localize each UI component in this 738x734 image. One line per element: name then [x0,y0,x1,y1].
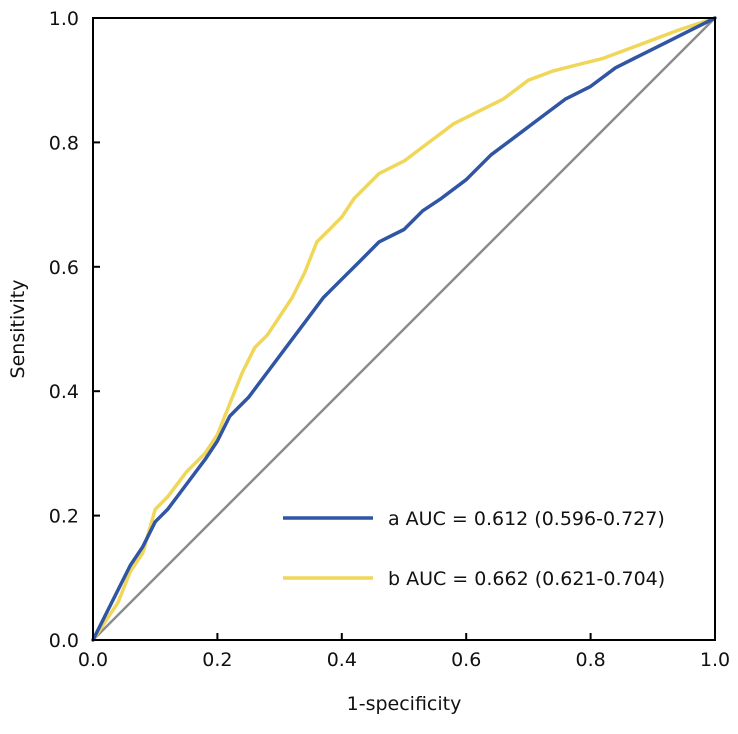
x-tick-label: 0.8 [575,649,605,671]
plot-frame [92,17,716,641]
x-axis-title: 1-specificity [347,693,462,715]
roc-curve-b [91,16,717,642]
legend-label-a: a AUC = 0.612 (0.596-0.727) [388,508,665,530]
y-tick-label: 0.8 [49,132,79,154]
y-tick-label: 0.4 [49,381,79,403]
y-axis: 0.0 0.2 0.4 0.6 0.8 1.0 [49,8,100,652]
y-tick-label: 1.0 [49,8,79,30]
reference-diagonal-line [92,17,716,641]
x-tick-label: 0.2 [202,649,232,671]
roc-curve-a [91,16,717,642]
plot-area [91,16,717,642]
x-tick-label: 1.0 [700,649,730,671]
x-tick-label: 0.0 [78,649,108,671]
y-tick-label: 0.2 [49,506,79,528]
x-axis: 0.0 0.2 0.4 0.6 0.8 1.0 [78,633,730,671]
x-tick-label: 0.6 [451,649,481,671]
x-tick-label: 0.4 [327,649,357,671]
legend-label-b: b AUC = 0.662 (0.621-0.704) [388,568,665,590]
y-tick-label: 0.6 [49,257,79,279]
y-tick-label: 0.0 [49,630,79,652]
legend: a AUC = 0.612 (0.596-0.727) b AUC = 0.662… [283,508,665,590]
y-axis-title: Sensitivity [7,280,29,379]
